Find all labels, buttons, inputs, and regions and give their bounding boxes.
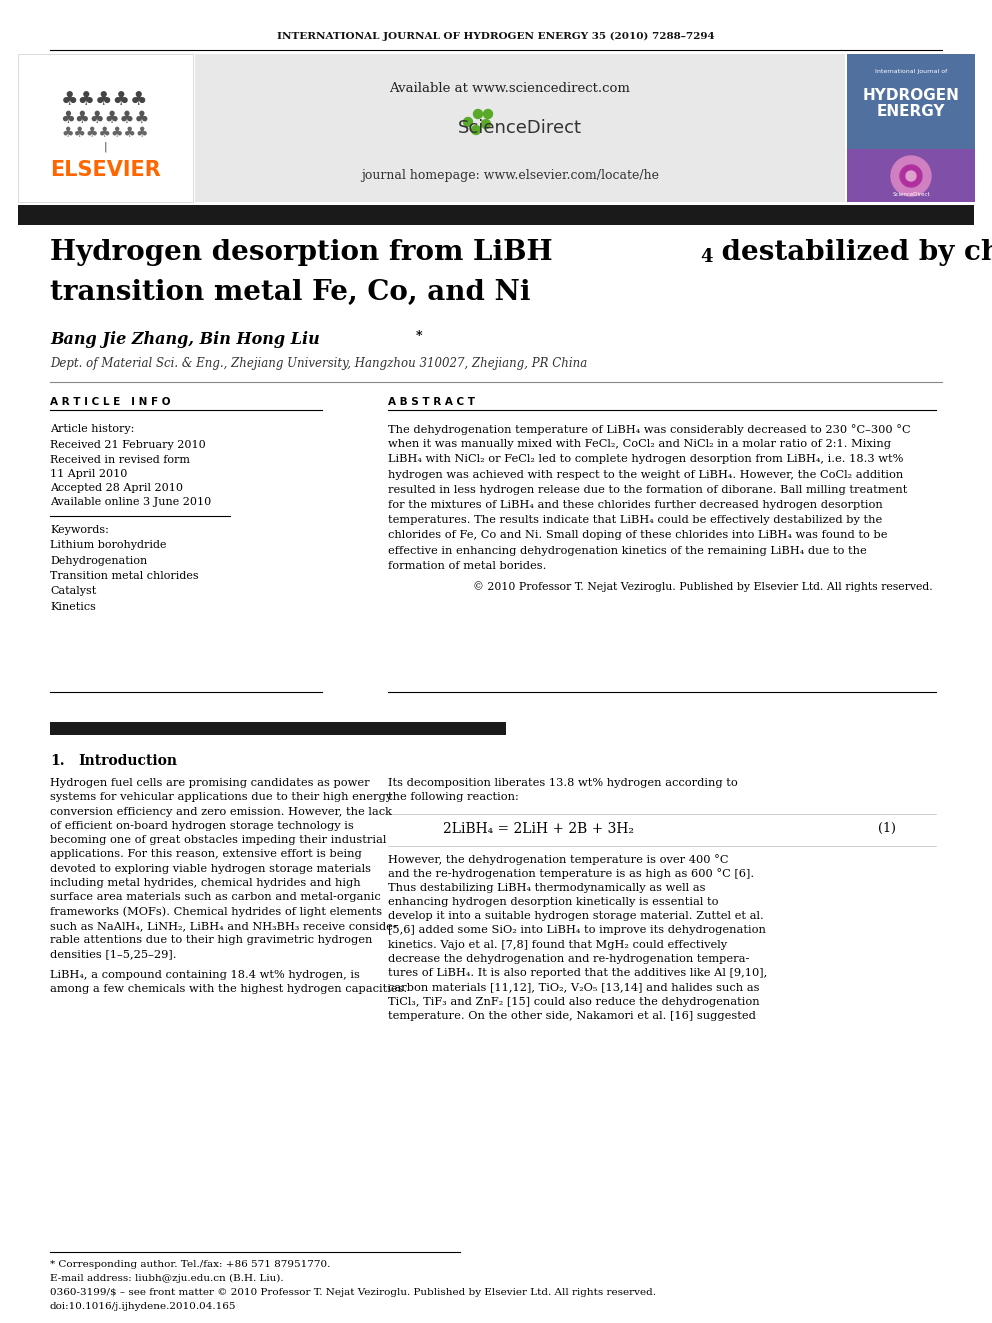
Text: the following reaction:: the following reaction: (388, 792, 519, 802)
Text: including metal hydrides, chemical hydrides and high: including metal hydrides, chemical hydri… (50, 878, 361, 888)
Text: Keywords:: Keywords: (50, 525, 109, 534)
Text: A B S T R A C T: A B S T R A C T (388, 397, 475, 407)
Text: among a few chemicals with the highest hydrogen capacities.: among a few chemicals with the highest h… (50, 984, 408, 994)
Text: temperatures. The results indicate that LiBH₄ could be effectively destabilized : temperatures. The results indicate that … (388, 515, 882, 525)
Circle shape (463, 118, 472, 127)
Text: INTERNATIONAL JOURNAL OF HYDROGEN ENERGY 35 (2010) 7288–7294: INTERNATIONAL JOURNAL OF HYDROGEN ENERGY… (277, 32, 715, 41)
Text: Received 21 February 2010: Received 21 February 2010 (50, 441, 205, 450)
Text: (1): (1) (878, 822, 896, 835)
Text: surface area materials such as carbon and metal-organic: surface area materials such as carbon an… (50, 893, 381, 902)
Text: ♣♣♣♣♣: ♣♣♣♣♣ (62, 90, 149, 110)
Text: carbon materials [11,12], TiO₂, V₂O₅ [13,14] and halides such as: carbon materials [11,12], TiO₂, V₂O₅ [13… (388, 983, 760, 992)
FancyBboxPatch shape (18, 54, 193, 202)
Text: E-mail address: liubh@zju.edu.cn (B.H. Liu).: E-mail address: liubh@zju.edu.cn (B.H. L… (50, 1274, 284, 1283)
Text: However, the dehydrogenation temperature is over 400 °C: However, the dehydrogenation temperature… (388, 855, 728, 865)
Text: Received in revised form: Received in revised form (50, 455, 190, 464)
Circle shape (900, 165, 922, 187)
Text: HYDROGEN: HYDROGEN (863, 87, 959, 102)
Text: Available at www.sciencedirect.com: Available at www.sciencedirect.com (390, 82, 631, 94)
Text: for the mixtures of LiBH₄ and these chlorides further decreased hydrogen desorpt: for the mixtures of LiBH₄ and these chlo… (388, 500, 883, 509)
Text: resulted in less hydrogen release due to the formation of diborane. Ball milling: resulted in less hydrogen release due to… (388, 484, 908, 495)
Text: Hydrogen fuel cells are promising candidates as power: Hydrogen fuel cells are promising candid… (50, 778, 370, 789)
Text: Bang Jie Zhang, Bin Hong Liu: Bang Jie Zhang, Bin Hong Liu (50, 332, 319, 348)
Circle shape (471, 126, 480, 135)
Text: |: | (103, 142, 107, 152)
FancyBboxPatch shape (847, 149, 975, 202)
Text: Article history:: Article history: (50, 423, 134, 434)
Circle shape (473, 110, 482, 119)
Text: applications. For this reason, extensive effort is being: applications. For this reason, extensive… (50, 849, 362, 860)
Text: Dept. of Material Sci. & Eng., Zhejiang University, Hangzhou 310027, Zhejiang, P: Dept. of Material Sci. & Eng., Zhejiang … (50, 357, 587, 370)
Text: 4: 4 (700, 247, 712, 266)
Text: ♣♣♣♣♣♣♣: ♣♣♣♣♣♣♣ (62, 126, 149, 140)
Text: conversion efficiency and zero emission. However, the lack: conversion efficiency and zero emission.… (50, 807, 392, 816)
Text: Thus destabilizing LiBH₄ thermodynamically as well as: Thus destabilizing LiBH₄ thermodynamical… (388, 882, 705, 893)
Text: doi:10.1016/j.ijhydene.2010.04.165: doi:10.1016/j.ijhydene.2010.04.165 (50, 1302, 236, 1311)
Text: and the re-hydrogenation temperature is as high as 600 °C [6].: and the re-hydrogenation temperature is … (388, 868, 754, 880)
FancyBboxPatch shape (50, 722, 506, 736)
Text: densities [1–5,25–29].: densities [1–5,25–29]. (50, 950, 177, 959)
Text: frameworks (MOFs). Chemical hydrides of light elements: frameworks (MOFs). Chemical hydrides of … (50, 906, 382, 917)
Text: [5,6] added some SiO₂ into LiBH₄ to improve its dehydrogenation: [5,6] added some SiO₂ into LiBH₄ to impr… (388, 926, 766, 935)
Text: 2LiBH₄ = 2LiH + 2B + 3H₂: 2LiBH₄ = 2LiH + 2B + 3H₂ (443, 822, 634, 836)
Text: rable attentions due to their high gravimetric hydrogen: rable attentions due to their high gravi… (50, 935, 372, 946)
Text: kinetics. Vajo et al. [7,8] found that MgH₂ could effectively: kinetics. Vajo et al. [7,8] found that M… (388, 939, 727, 950)
Text: devoted to exploring viable hydrogen storage materials: devoted to exploring viable hydrogen sto… (50, 864, 371, 873)
Text: Catalyst: Catalyst (50, 586, 96, 597)
Text: *: * (416, 331, 423, 344)
Text: such as NaAlH₄, LiNH₂, LiBH₄ and NH₃BH₃ receive conside-: such as NaAlH₄, LiNH₂, LiBH₄ and NH₃BH₃ … (50, 921, 397, 931)
Text: chlorides of Fe, Co and Ni. Small doping of these chlorides into LiBH₄ was found: chlorides of Fe, Co and Ni. Small doping… (388, 531, 888, 540)
Text: formation of metal borides.: formation of metal borides. (388, 561, 547, 570)
Text: International Journal of: International Journal of (875, 70, 947, 74)
Text: tures of LiBH₄. It is also reported that the additives like Al [9,10],: tures of LiBH₄. It is also reported that… (388, 968, 767, 979)
Text: LiBH₄ with NiCl₂ or FeCl₂ led to complete hydrogen desorption from LiBH₄, i.e. 1: LiBH₄ with NiCl₂ or FeCl₂ led to complet… (388, 454, 904, 464)
FancyBboxPatch shape (195, 54, 845, 202)
Text: systems for vehicular applications due to their high energy: systems for vehicular applications due t… (50, 792, 392, 802)
Text: LiBH₄, a compound containing 18.4 wt% hydrogen, is: LiBH₄, a compound containing 18.4 wt% hy… (50, 970, 360, 980)
Text: when it was manually mixed with FeCl₂, CoCl₂ and NiCl₂ in a molar ratio of 2:1. : when it was manually mixed with FeCl₂, C… (388, 439, 891, 450)
Text: destabilized by chlorides of: destabilized by chlorides of (712, 238, 992, 266)
Text: Accepted 28 April 2010: Accepted 28 April 2010 (50, 483, 183, 493)
Text: ♣♣♣♣♣♣: ♣♣♣♣♣♣ (61, 108, 150, 127)
Text: decrease the dehydrogenation and re-hydrogenation tempera-: decrease the dehydrogenation and re-hydr… (388, 954, 749, 964)
FancyBboxPatch shape (847, 54, 975, 149)
Text: TiCl₃, TiF₃ and ZnF₂ [15] could also reduce the dehydrogenation: TiCl₃, TiF₃ and ZnF₂ [15] could also red… (388, 998, 760, 1007)
Text: ScienceDirect: ScienceDirect (892, 192, 930, 197)
Text: effective in enhancing dehydrogenation kinetics of the remaining LiBH₄ due to th: effective in enhancing dehydrogenation k… (388, 545, 867, 556)
Text: develop it into a suitable hydrogen storage material. Zuttel et al.: develop it into a suitable hydrogen stor… (388, 912, 764, 921)
Text: The dehydrogenation temperature of LiBH₄ was considerably decreased to 230 °C–30: The dehydrogenation temperature of LiBH₄… (388, 423, 911, 435)
Text: temperature. On the other side, Nakamori et al. [16] suggested: temperature. On the other side, Nakamori… (388, 1011, 756, 1021)
Text: Dehydrogenation: Dehydrogenation (50, 556, 147, 565)
Text: hydrogen was achieved with respect to the weight of LiBH₄. However, the CoCl₂ ad: hydrogen was achieved with respect to th… (388, 470, 904, 480)
Text: transition metal Fe, Co, and Ni: transition metal Fe, Co, and Ni (50, 279, 531, 306)
FancyBboxPatch shape (18, 205, 974, 225)
Text: enhancing hydrogen desorption kinetically is essential to: enhancing hydrogen desorption kineticall… (388, 897, 718, 906)
Text: Lithium borohydride: Lithium borohydride (50, 540, 167, 550)
Text: ENERGY: ENERGY (877, 105, 945, 119)
Text: Available online 3 June 2010: Available online 3 June 2010 (50, 497, 211, 507)
Text: ELSEVIER: ELSEVIER (50, 160, 161, 180)
Circle shape (891, 156, 931, 196)
Text: of efficient on-board hydrogen storage technology is: of efficient on-board hydrogen storage t… (50, 820, 354, 831)
Text: 0360-3199/$ – see front matter © 2010 Professor T. Nejat Veziroglu. Published by: 0360-3199/$ – see front matter © 2010 Pr… (50, 1289, 656, 1297)
Text: Transition metal chlorides: Transition metal chlorides (50, 572, 198, 581)
Text: Kinetics: Kinetics (50, 602, 96, 613)
Text: 1.: 1. (50, 754, 64, 767)
Circle shape (906, 171, 916, 181)
Circle shape (483, 110, 492, 119)
Text: journal homepage: www.elsevier.com/locate/he: journal homepage: www.elsevier.com/locat… (361, 168, 659, 181)
Text: © 2010 Professor T. Nejat Veziroglu. Published by Elsevier Ltd. All rights reser: © 2010 Professor T. Nejat Veziroglu. Pub… (473, 581, 932, 591)
Text: * Corresponding author. Tel./fax: +86 571 87951770.: * Corresponding author. Tel./fax: +86 57… (50, 1259, 330, 1269)
Text: Hydrogen desorption from LiBH: Hydrogen desorption from LiBH (50, 238, 553, 266)
Text: Introduction: Introduction (78, 754, 177, 767)
Text: becoming one of great obstacles impeding their industrial: becoming one of great obstacles impeding… (50, 835, 386, 845)
Text: 11 April 2010: 11 April 2010 (50, 468, 127, 479)
Text: A R T I C L E   I N F O: A R T I C L E I N F O (50, 397, 171, 407)
Circle shape (481, 119, 490, 128)
Text: Its decomposition liberates 13.8 wt% hydrogen according to: Its decomposition liberates 13.8 wt% hyd… (388, 778, 738, 789)
Text: ScienceDirect: ScienceDirect (458, 119, 582, 138)
